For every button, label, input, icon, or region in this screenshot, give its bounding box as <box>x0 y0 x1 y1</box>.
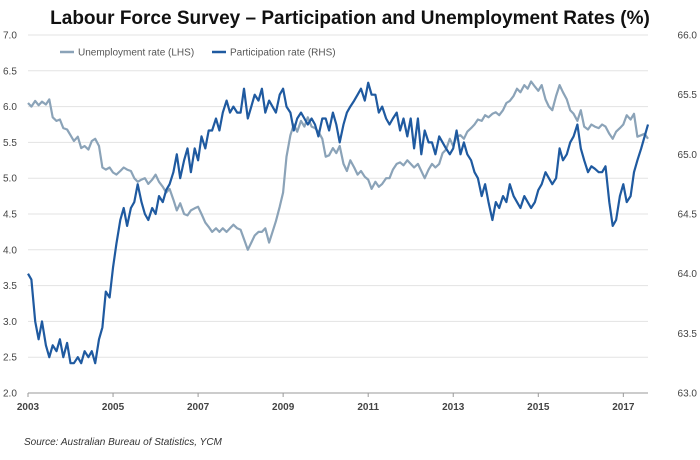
left-axis-tick-label: 2.5 <box>3 353 17 364</box>
left-axis-tick-label: 4.5 <box>3 210 17 221</box>
left-axis-tick-label: 4.0 <box>3 245 17 256</box>
x-axis-tick-label: 2003 <box>17 402 40 413</box>
series-layer <box>27 80 650 365</box>
right-axis-tick-label: 63.0 <box>678 389 698 400</box>
left-axis-tick-label: 6.0 <box>3 102 17 113</box>
legend: Unemployment rate (LHS) Participation rat… <box>60 48 336 59</box>
left-axis-tick-label: 5.0 <box>3 174 17 185</box>
x-axis-tick-label: 2017 <box>612 402 635 413</box>
left-axis-tick-label: 6.5 <box>3 66 17 77</box>
left-axis-tick-label: 5.5 <box>3 138 17 149</box>
right-axis-tick-label: 63.5 <box>678 329 698 340</box>
right-axis-tick-label: 66.0 <box>678 31 698 42</box>
right-axis-tick-label: 65.5 <box>678 90 698 101</box>
left-axis-tick-label: 2.0 <box>3 389 17 400</box>
chart-title: Labour Force Survey – Participation and … <box>50 8 650 29</box>
x-axis-tick-label: 2015 <box>527 402 550 413</box>
unemployment-rate-line <box>27 80 649 251</box>
x-axis-tick-label: 2009 <box>272 402 295 413</box>
source-note: Source: Australian Bureau of Statistics,… <box>24 437 222 448</box>
x-axis-tick-label: 2013 <box>442 402 465 413</box>
axis-layer: 2.0 2.5 3.0 3.5 4.0 4.5 5.0 5.5 6.0 6.5 7.0 63.0 63.… <box>3 31 697 414</box>
x-axis-tick-label: 2011 <box>357 402 379 413</box>
legend-label: Unemployment rate (LHS) <box>78 48 194 59</box>
participation-rate-line <box>27 81 650 365</box>
legend-label: Participation rate (RHS) <box>230 48 336 59</box>
left-axis-tick-label: 3.5 <box>3 281 17 292</box>
grid-layer <box>28 34 648 394</box>
x-axis-tick-label: 2005 <box>102 402 125 413</box>
right-axis-tick-label: 64.0 <box>678 269 698 280</box>
left-axis-tick-label: 3.0 <box>3 317 17 328</box>
right-axis-tick-label: 64.5 <box>678 210 698 221</box>
right-axis-tick-label: 65.0 <box>678 150 698 161</box>
left-axis-tick-label: 7.0 <box>3 31 17 42</box>
x-axis-tick-label: 2007 <box>187 402 210 413</box>
